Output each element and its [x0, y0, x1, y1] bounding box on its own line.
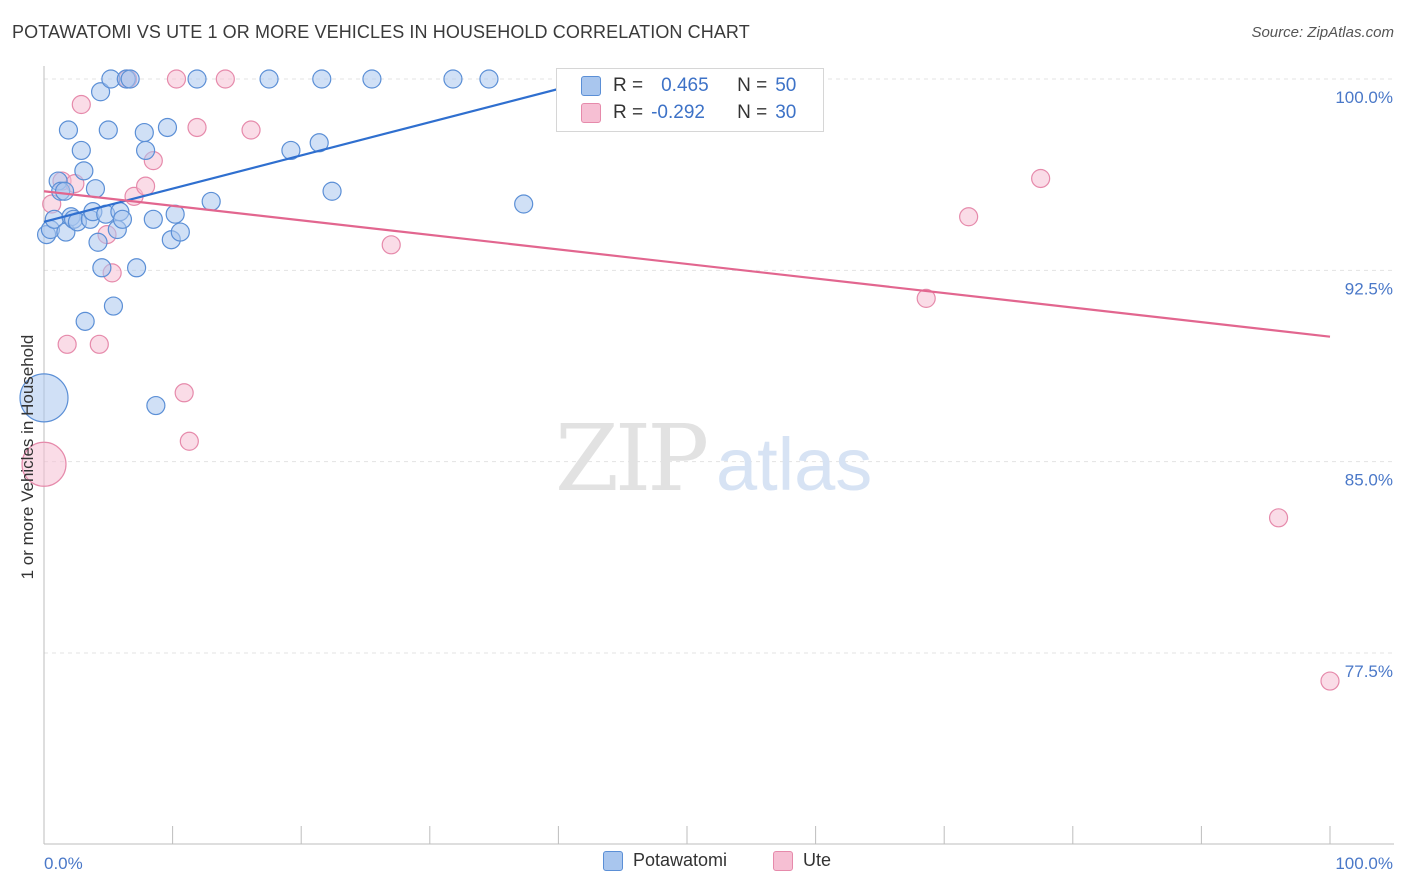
potawatomi-point	[120, 69, 140, 89]
potawatomi-point	[54, 181, 75, 201]
ute-trend-line	[43, 190, 1331, 338]
watermark: ZIP atlas	[555, 405, 872, 512]
y-tick-label: 85.0%	[1345, 471, 1393, 490]
ute-point	[21, 441, 67, 487]
potawatomi-point	[312, 69, 332, 89]
potawatomi-point	[201, 191, 221, 212]
legend-label: Ute	[803, 850, 832, 870]
potawatomi-point	[146, 395, 166, 416]
potawatomi-point	[98, 120, 118, 140]
potawatomi-point	[362, 69, 382, 89]
gridlines	[44, 78, 1394, 654]
y-axis-title: 1 or more Vehicles in Household	[18, 335, 37, 580]
potawatomi-point	[58, 120, 79, 140]
r-label: R =	[613, 75, 644, 96]
r-value: -0.292	[651, 102, 705, 123]
potawatomi-point	[322, 181, 342, 201]
chart-title: POTAWATOMI VS UTE 1 OR MORE VEHICLES IN …	[12, 22, 750, 42]
correlation-stats-box: R = 0.465 N = 50 R = -0.292 N = 30	[556, 68, 824, 132]
potawatomi-point	[443, 69, 463, 89]
potawatomi-point	[514, 194, 534, 214]
potawatomi-point	[103, 296, 124, 316]
legend-item-potawatomi[interactable]: Potawatomi	[603, 850, 727, 871]
stats-row-potawatomi: R = 0.465 N = 50	[557, 73, 796, 99]
ute-point	[187, 117, 207, 138]
r-label: R =	[613, 102, 644, 123]
potawatomi-point	[88, 232, 108, 252]
n-label: N =	[737, 75, 768, 96]
legend-label: Potawatomi	[633, 850, 728, 870]
potawatomi-point	[19, 373, 69, 423]
potawatomi-point	[112, 209, 133, 229]
ute-point	[241, 120, 261, 140]
n-value: 50	[775, 75, 797, 96]
ute-point	[1268, 508, 1289, 528]
stats-row-ute: R = -0.292 N = 30	[557, 100, 796, 126]
ute-point	[381, 235, 401, 255]
x-tick-label: 100.0%	[1335, 854, 1393, 873]
ute-point	[959, 207, 979, 227]
ute-point	[1031, 168, 1051, 189]
x-tick-label: 0.0%	[44, 854, 83, 873]
potawatomi-point	[479, 69, 499, 89]
legend: Potawatomi Ute	[0, 850, 1406, 880]
ute-point	[174, 383, 194, 403]
potawatomi-point	[259, 69, 279, 89]
potawatomi-swatch	[581, 76, 601, 96]
ute-point	[57, 334, 77, 354]
potawatomi-point	[170, 222, 190, 242]
potawatomi-point	[75, 311, 95, 331]
y-tick-label: 100.0%	[1335, 88, 1393, 107]
ute-point	[215, 69, 235, 89]
potawatomi-point	[71, 140, 91, 161]
legend-swatch-ute	[773, 850, 793, 871]
ute-point	[135, 176, 156, 196]
potawatomi-point	[143, 209, 163, 229]
r-value: 0.465	[661, 75, 709, 96]
tick-labels: 100.0% 92.5% 85.0% 77.5% 0.0% 100.0%	[44, 88, 1393, 873]
legend-swatch-potawatomi	[603, 850, 623, 871]
watermark-zip: ZIP	[555, 405, 706, 512]
potawatomi-point	[135, 140, 156, 161]
y-tick-label: 92.5%	[1345, 279, 1393, 298]
potawatomi-point	[74, 161, 94, 181]
potawatomi-point	[187, 69, 207, 89]
ute-point	[71, 94, 91, 115]
trend-lines	[43, 77, 1331, 338]
n-value: 30	[775, 102, 797, 123]
potawatomi-point	[92, 258, 112, 278]
ute-point	[916, 288, 936, 308]
source-credit: Source: ZipAtlas.com	[1251, 24, 1394, 41]
potawatomi-trend-line	[43, 77, 598, 223]
potawatomi-point	[281, 140, 301, 161]
ute-point	[1320, 671, 1340, 691]
ute-point	[166, 69, 187, 89]
potawatomi-point	[85, 179, 106, 199]
ute-point	[89, 334, 109, 354]
ute-swatch	[581, 103, 601, 123]
potawatomi-point	[134, 122, 154, 143]
ute-points	[21, 69, 1340, 691]
watermark-atlas: atlas	[716, 423, 872, 506]
potawatomi-point	[90, 82, 111, 102]
ute-point	[179, 431, 199, 451]
potawatomi-point	[165, 204, 185, 224]
potawatomi-points	[19, 69, 534, 423]
potawatomi-point	[126, 258, 147, 278]
y-tick-label: 77.5%	[1345, 662, 1393, 681]
potawatomi-point	[157, 117, 178, 138]
n-label: N =	[737, 102, 768, 123]
legend-item-ute[interactable]: Ute	[773, 850, 831, 871]
